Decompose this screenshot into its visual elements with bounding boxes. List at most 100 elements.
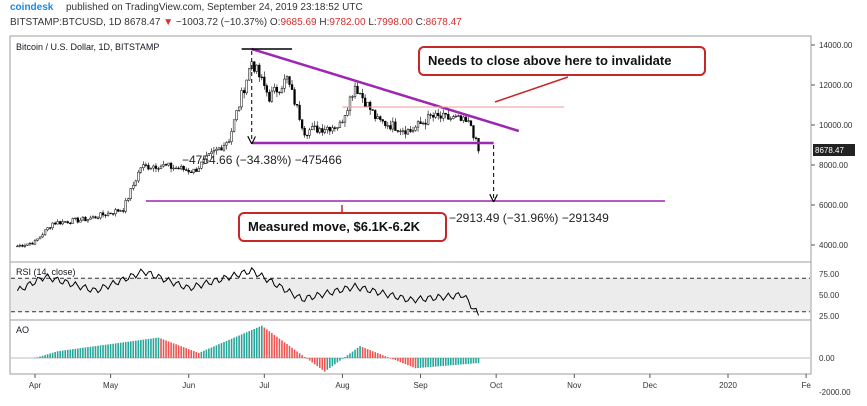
candle-body [285, 76, 289, 80]
rsi-line [16, 266, 479, 316]
ao-bar [324, 358, 326, 372]
candle-body [76, 217, 79, 223]
ao-bar [39, 356, 41, 358]
candle-body [343, 114, 347, 123]
price-badge-text: 8678.47 [815, 146, 844, 155]
ao-bar [150, 338, 152, 358]
time-tick-label: Nov [567, 381, 581, 390]
ao-bar [137, 340, 140, 358]
ao-bar [331, 358, 334, 367]
candle-body [384, 120, 387, 126]
candle-body [142, 164, 145, 169]
candle-body [404, 130, 407, 135]
ao-bar [334, 358, 336, 365]
ao-bar [394, 358, 397, 361]
candle-body [124, 200, 127, 212]
ao-bar [157, 337, 160, 358]
candle-body [139, 167, 142, 173]
ao-bar [369, 350, 371, 358]
ao-bar [301, 355, 303, 358]
ao-bar [407, 358, 409, 366]
ao-bar [56, 351, 59, 358]
candle-body [429, 114, 432, 116]
candle-body [358, 93, 362, 95]
candle-body [84, 216, 87, 222]
ao-bar [364, 348, 366, 358]
ao-bar [240, 334, 243, 358]
candle-body [64, 221, 67, 223]
candle-body [200, 161, 203, 169]
candle-body [28, 242, 32, 245]
close-label: C: [415, 17, 426, 28]
open-value: 9685.69 [280, 17, 317, 28]
candle-body [81, 216, 85, 221]
ao-bar [442, 358, 445, 366]
candle-body [331, 127, 334, 132]
ao-bar [162, 339, 165, 358]
candle-body [389, 125, 392, 130]
candle-body [321, 128, 324, 133]
candle-body [172, 167, 175, 170]
callout-invalidate: Needs to close above here to invalidate [418, 46, 706, 76]
time-tick-label: Dec [643, 381, 657, 390]
rsi-pane-title: RSI (14, close) [16, 267, 76, 277]
candle-body [467, 120, 470, 122]
candle-body [222, 144, 226, 151]
ao-bar [145, 339, 147, 358]
rsi-line-group [16, 266, 479, 316]
ao-bar [167, 341, 170, 358]
ao-bar [253, 328, 256, 358]
ao-bar [160, 338, 162, 358]
open-label: O: [269, 17, 281, 28]
symbol-label: BITSTAMP:BTCUSD, 1D [10, 17, 122, 28]
ao-bar [356, 347, 359, 358]
candle-body [348, 96, 352, 111]
ao-bar [402, 358, 404, 364]
candle-body [169, 162, 173, 169]
ao-bar [165, 340, 167, 358]
candle-body [258, 64, 261, 78]
candle-body [164, 164, 168, 166]
candle-body [96, 217, 100, 219]
candle-body [255, 64, 258, 72]
ao-bar [82, 347, 84, 358]
ao-bar [142, 339, 145, 358]
ao-bar [114, 343, 117, 358]
ao-bar [238, 335, 240, 358]
candle-body [132, 184, 135, 189]
price-badge [813, 144, 855, 156]
ao-bar [258, 326, 261, 358]
candle-body [177, 167, 180, 170]
candle-body [205, 155, 208, 160]
candle-body [180, 165, 183, 170]
ao-tick-label: -2000.00 [819, 388, 851, 397]
ao-bar [213, 346, 215, 358]
candle-body [260, 76, 263, 79]
ao-bar [263, 327, 266, 358]
candle-body [449, 118, 452, 120]
triangle-upper-line [251, 47, 520, 133]
ao-bar [417, 358, 419, 368]
candle-body [280, 88, 284, 93]
candle-body [127, 198, 130, 201]
ao-bar [245, 332, 248, 358]
ao-bar [374, 352, 376, 358]
ao-bar [318, 358, 321, 368]
ao-bar [230, 338, 233, 358]
ao-bar [450, 358, 452, 366]
ao-bar [195, 351, 198, 358]
candle-body [159, 165, 163, 169]
candles-group [16, 60, 480, 248]
candle-body [338, 121, 342, 128]
measure-label-1: −4754.66 (−34.38%) −475466 [182, 153, 342, 167]
candle-body [437, 112, 440, 117]
ao-bar [298, 353, 301, 358]
change-value: −1003.72 (−10.37%) [175, 17, 268, 28]
candle-body [374, 110, 377, 119]
candle-body [122, 210, 125, 212]
rsi-band [11, 278, 810, 312]
ao-bar [437, 358, 439, 367]
ao-bar [409, 358, 412, 367]
ao-bar [36, 357, 39, 358]
